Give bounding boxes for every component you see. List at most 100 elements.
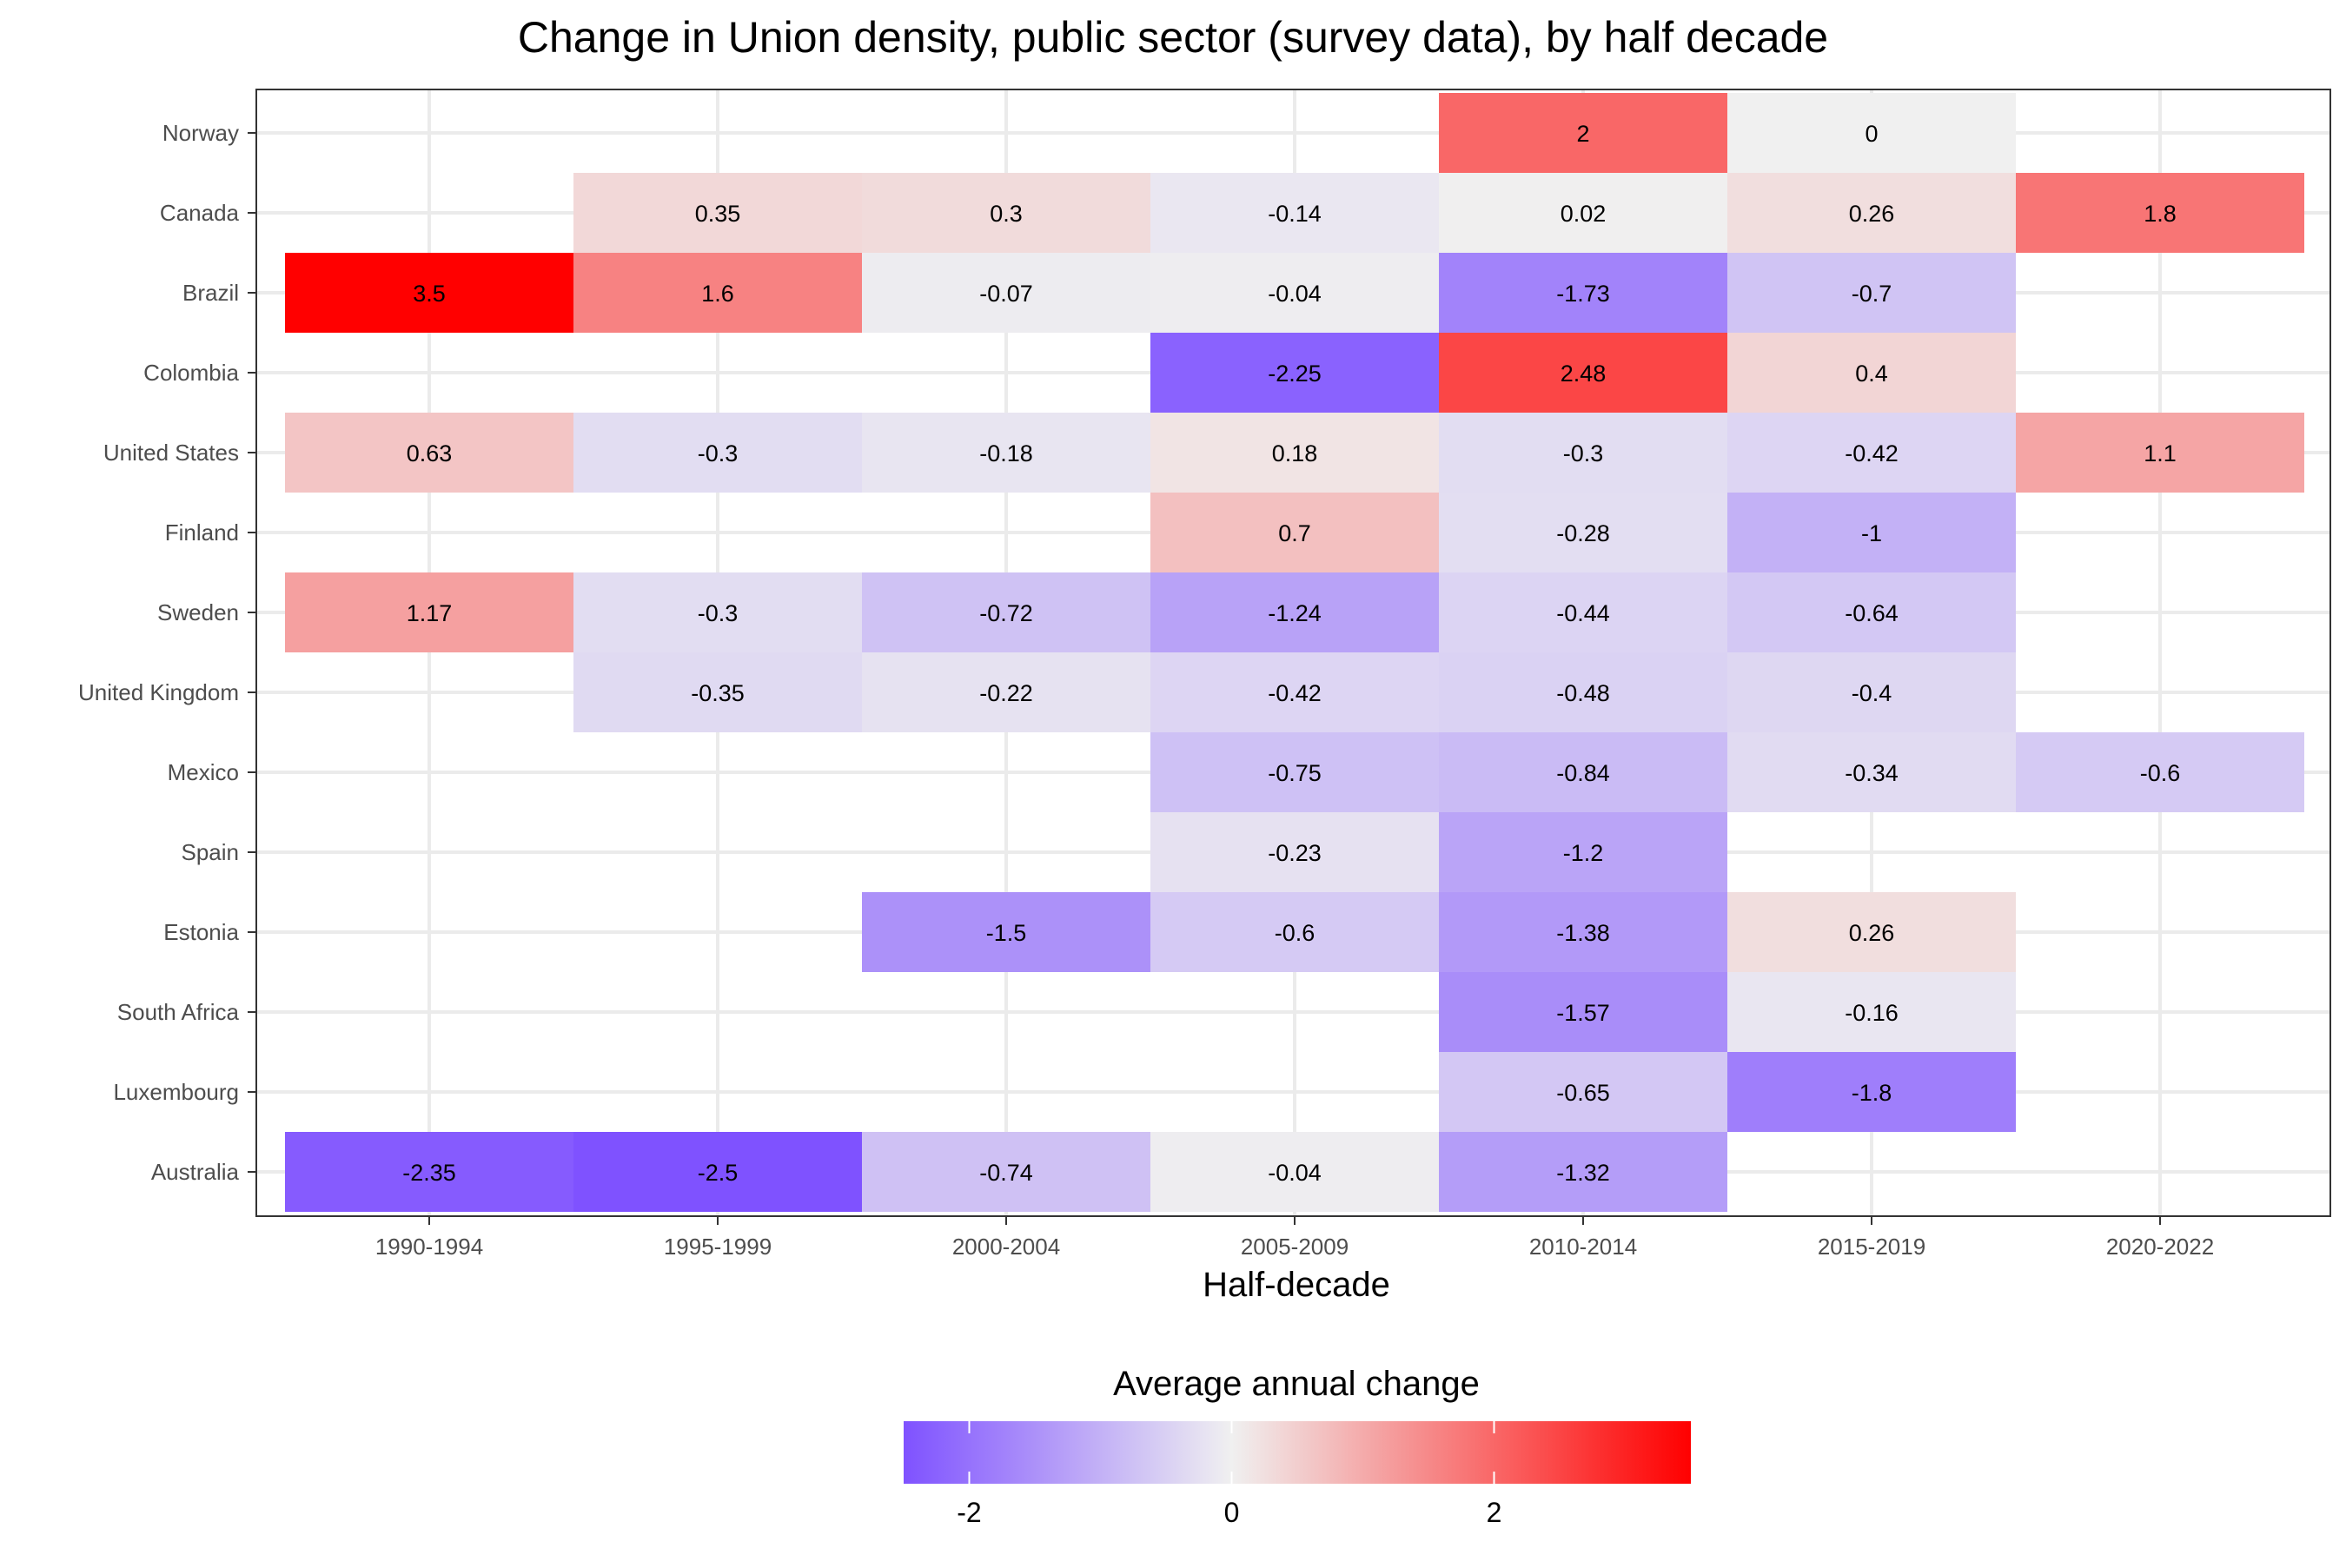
legend-title: Average annual change — [1113, 1365, 1480, 1403]
x-tick-label: 2005-2009 — [1241, 1234, 1349, 1260]
legend-tick-label: 2 — [1487, 1497, 1502, 1528]
y-tick-label: United States — [103, 440, 239, 466]
cell-value-label: -1.57 — [1556, 1000, 1610, 1026]
heatmap-cell — [285, 1132, 573, 1212]
heatmap-cell — [573, 253, 862, 333]
cell-value-label: -0.65 — [1556, 1080, 1610, 1106]
heatmap-cell — [862, 652, 1150, 732]
heatmap-cell — [1439, 173, 1727, 253]
cell-value-label: -1.73 — [1556, 281, 1610, 307]
cell-value-label: 2 — [1576, 121, 1589, 147]
heatmap-cell — [1727, 892, 2016, 972]
heatmap-cell — [1439, 572, 1727, 652]
cell-value-label: 0.7 — [1278, 520, 1311, 546]
heatmap-cell — [1727, 173, 2016, 253]
cell-value-label: -1.24 — [1268, 600, 1322, 626]
chart-title: Change in Union density, public sector (… — [518, 13, 1828, 62]
heatmap-cell — [1439, 972, 1727, 1052]
cell-value-label: -0.44 — [1556, 600, 1610, 626]
cell-value-label: -0.3 — [698, 600, 739, 626]
cell-value-label: 0.3 — [990, 201, 1023, 227]
cell-value-label: -0.07 — [979, 281, 1033, 307]
cell-value-label: 0.4 — [1855, 361, 1888, 387]
x-axis-label: Half-decade — [1203, 1266, 1390, 1304]
heatmap-cell — [1727, 652, 2016, 732]
legend-ticks: -2 0 2 — [957, 1421, 1501, 1528]
y-tick-label: Luxembourg — [113, 1079, 239, 1105]
heatmap-cell — [1439, 1132, 1727, 1212]
cell-value-label: 0 — [1865, 121, 1878, 147]
cell-value-label: 3.5 — [413, 281, 446, 307]
heatmap-cell — [1727, 732, 2016, 812]
cell-value-label: -0.3 — [698, 440, 739, 466]
legend-colorbar — [904, 1421, 1691, 1484]
cell-value-label: -0.23 — [1268, 840, 1322, 866]
heatmap-cell — [862, 413, 1150, 493]
tile-layer — [285, 93, 2304, 1212]
y-tick-label: Brazil — [182, 280, 239, 306]
y-tick-label: Australia — [151, 1159, 240, 1185]
heatmap-cell — [1439, 413, 1727, 493]
cell-value-label: 1.6 — [701, 281, 734, 307]
heatmap-cell — [1439, 732, 1727, 812]
cell-value-label: -1.2 — [1563, 840, 1604, 866]
heatmap-cell — [1727, 1052, 2016, 1132]
x-tick-label: 1995-1999 — [664, 1234, 772, 1260]
y-tick-label: Colombia — [143, 360, 239, 386]
cell-value-label: -0.64 — [1845, 600, 1899, 626]
cell-value-label: 0.18 — [1272, 440, 1318, 466]
cell-value-label: -0.84 — [1556, 760, 1610, 786]
heatmap-cell — [862, 1132, 1150, 1212]
heatmap-cell — [573, 572, 862, 652]
label-layer: 2 0 0.35 0.3 -0.14 0.02 0.26 1.8 3.5 1.6 -0.07 -0.0… — [402, 121, 2180, 1186]
x-axis: 1990-1994 1995-1999 2000-2004 2005-2009 2010… — [375, 1216, 2214, 1260]
heatmap-cell — [1439, 253, 1727, 333]
cell-value-label: -0.28 — [1556, 520, 1610, 546]
cell-value-label: -0.34 — [1845, 760, 1899, 786]
cell-value-label: -0.18 — [979, 440, 1033, 466]
heatmap-cell — [1727, 493, 2016, 572]
cell-value-label: 1.8 — [2144, 201, 2177, 227]
heatmap-cell — [1439, 892, 1727, 972]
heatmap-cell — [1150, 333, 1439, 413]
heatmap-cell — [573, 413, 862, 493]
cell-value-label: -0.75 — [1268, 760, 1322, 786]
x-tick-label: 2000-2004 — [952, 1234, 1060, 1260]
heatmap-cell — [862, 572, 1150, 652]
heatmap-cell — [1727, 972, 2016, 1052]
cell-value-label: -1.32 — [1556, 1160, 1610, 1186]
cell-value-label: -0.6 — [1275, 920, 1315, 946]
cell-value-label: -1.8 — [1852, 1080, 1892, 1106]
heatmap-cell — [573, 1132, 862, 1212]
cell-value-label: -0.22 — [979, 680, 1033, 706]
heatmap-cell — [1439, 652, 1727, 732]
y-tick-label: South Africa — [117, 999, 240, 1025]
heatmap-cell — [1439, 812, 1727, 892]
heatmap-cell — [1439, 333, 1727, 413]
heatmap-cell — [1727, 572, 2016, 652]
y-tick-label: Mexico — [168, 759, 239, 785]
heatmap-cell — [573, 173, 862, 253]
cell-value-label: -0.72 — [979, 600, 1033, 626]
x-tick-label: 2020-2022 — [2106, 1234, 2214, 1260]
y-tick-label: Norway — [162, 120, 239, 146]
cell-value-label: -1.38 — [1556, 920, 1610, 946]
heatmap-cell — [1150, 1132, 1439, 1212]
cell-value-label: 0.26 — [1849, 920, 1895, 946]
cell-value-label: 0.02 — [1561, 201, 1607, 227]
heatmap-cell — [1439, 1052, 1727, 1132]
heatmap-cell — [1150, 732, 1439, 812]
cell-value-label: -0.7 — [1852, 281, 1892, 307]
cell-value-label: -0.42 — [1845, 440, 1899, 466]
heatmap-cell — [1150, 812, 1439, 892]
cell-value-label: -2.5 — [698, 1160, 739, 1186]
y-tick-label: Sweden — [157, 599, 239, 625]
cell-value-label: -1.5 — [986, 920, 1027, 946]
cell-value-label: -0.4 — [1852, 680, 1892, 706]
legend-tick-label: 0 — [1224, 1497, 1240, 1528]
heatmap-cell — [1727, 333, 2016, 413]
y-tick-label: Canada — [160, 200, 240, 226]
heatmap-cell — [1150, 652, 1439, 732]
heatmap-cell — [573, 652, 862, 732]
